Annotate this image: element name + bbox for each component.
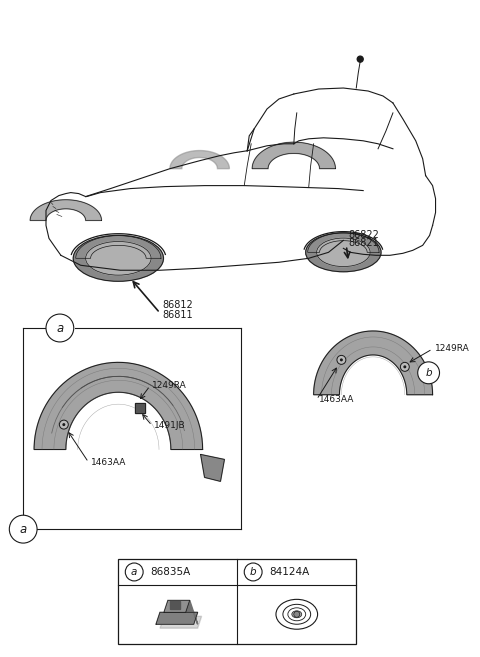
- Polygon shape: [252, 142, 336, 169]
- Text: a: a: [56, 321, 63, 334]
- Circle shape: [46, 314, 74, 342]
- Circle shape: [294, 611, 300, 618]
- Polygon shape: [308, 233, 379, 252]
- Text: b: b: [250, 567, 256, 577]
- Text: 84124A: 84124A: [269, 567, 309, 577]
- Ellipse shape: [306, 233, 381, 272]
- Circle shape: [244, 563, 262, 581]
- Text: 86811: 86811: [162, 310, 192, 320]
- Ellipse shape: [292, 611, 302, 618]
- Circle shape: [418, 362, 440, 384]
- Text: a: a: [131, 567, 137, 577]
- Polygon shape: [170, 150, 229, 169]
- Polygon shape: [170, 601, 180, 609]
- Text: a: a: [20, 523, 27, 535]
- Ellipse shape: [288, 608, 306, 621]
- Text: 86812: 86812: [162, 300, 193, 310]
- Text: b: b: [425, 368, 432, 378]
- Text: 1249RA: 1249RA: [152, 381, 187, 390]
- Ellipse shape: [85, 242, 151, 275]
- Circle shape: [403, 365, 406, 369]
- Text: 1491JB: 1491JB: [154, 421, 186, 430]
- Polygon shape: [186, 600, 198, 624]
- Ellipse shape: [283, 604, 311, 624]
- Polygon shape: [201, 455, 225, 482]
- Polygon shape: [76, 236, 161, 258]
- Text: 1249RA: 1249RA: [434, 344, 469, 353]
- Circle shape: [357, 56, 363, 62]
- Bar: [119, 559, 356, 644]
- Text: 1463AA: 1463AA: [91, 458, 126, 467]
- Ellipse shape: [317, 238, 370, 267]
- Circle shape: [62, 423, 65, 426]
- Circle shape: [400, 363, 409, 371]
- Ellipse shape: [276, 599, 318, 629]
- Polygon shape: [156, 612, 198, 624]
- Circle shape: [9, 515, 37, 543]
- Polygon shape: [160, 616, 202, 628]
- Text: 1463AA: 1463AA: [319, 396, 354, 404]
- Circle shape: [340, 358, 343, 361]
- Bar: [135, 403, 145, 413]
- Polygon shape: [164, 600, 190, 612]
- Circle shape: [125, 563, 143, 581]
- Ellipse shape: [73, 235, 164, 281]
- Polygon shape: [313, 331, 432, 395]
- Polygon shape: [30, 200, 101, 221]
- Bar: [135, 403, 145, 413]
- Text: 86821: 86821: [348, 238, 379, 248]
- Polygon shape: [34, 363, 203, 449]
- Text: 86835A: 86835A: [150, 567, 191, 577]
- Text: 86822: 86822: [348, 231, 379, 240]
- Circle shape: [60, 420, 68, 429]
- Circle shape: [337, 355, 346, 365]
